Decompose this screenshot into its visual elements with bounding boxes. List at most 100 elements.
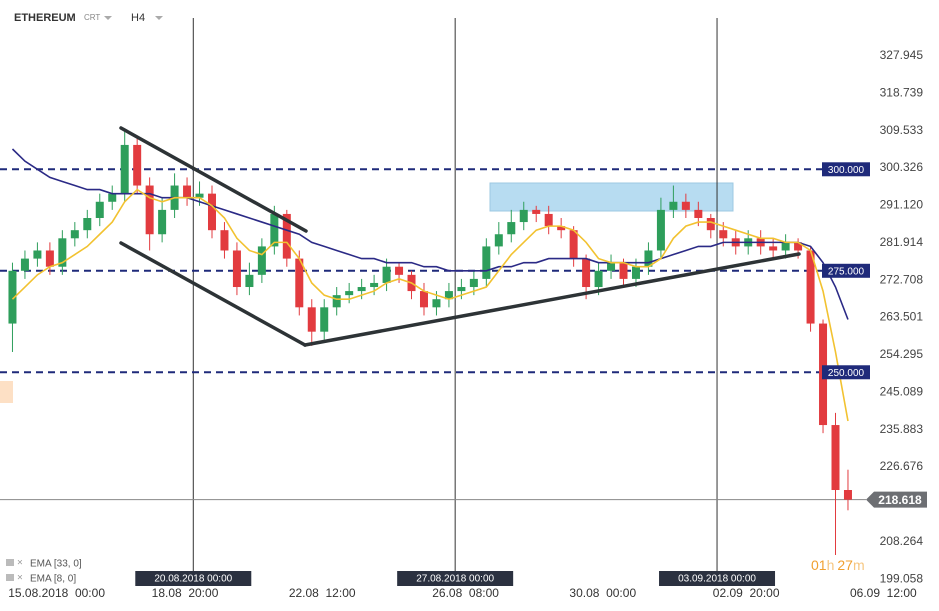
- candle-body: [158, 209, 167, 235]
- y-tick-label: 199.058: [880, 571, 924, 585]
- y-tick-label: 226.676: [880, 459, 924, 473]
- candle-body: [295, 258, 304, 308]
- candle-body: [843, 490, 852, 500]
- session-label-box: [659, 571, 776, 586]
- candle-body: [332, 295, 341, 308]
- candle-body: [33, 250, 42, 259]
- candle-body: [245, 274, 254, 288]
- channel-top: [119, 126, 308, 233]
- y-tick-label: 254.295: [880, 347, 924, 361]
- candle-body: [681, 201, 690, 210]
- candle-body: [45, 250, 54, 267]
- candle-body: [457, 287, 466, 292]
- timeframe[interactable]: H4: [131, 12, 145, 24]
- y-tick-label: 263.501: [880, 310, 924, 324]
- legend-close[interactable]: ×: [17, 573, 23, 584]
- highlight-zone: [489, 182, 734, 212]
- y-tick-label: 208.264: [880, 534, 924, 548]
- candle-body: [594, 270, 603, 288]
- x-tick-label: 02.09 20:00: [713, 586, 780, 600]
- candle-body: [719, 230, 728, 239]
- source[interactable]: CRT: [84, 13, 100, 22]
- symbol[interactable]: ETHEREUM: [14, 12, 76, 24]
- candle-body: [444, 291, 453, 300]
- candle-body: [83, 218, 92, 231]
- candle-body: [582, 258, 591, 288]
- candle-body: [382, 266, 391, 283]
- y-tick-label: 281.914: [880, 235, 924, 249]
- session-label: 27.08.2018 00:00: [416, 574, 494, 585]
- session-label: 03.09.2018 00:00: [678, 574, 756, 585]
- y-tick-label: 327.945: [880, 48, 924, 62]
- y-tick-label: 272.708: [880, 272, 924, 286]
- candle-body: [133, 144, 142, 186]
- dropdown-arrow[interactable]: [155, 16, 163, 20]
- y-tick-label: 318.739: [880, 85, 924, 99]
- candle-body: [706, 218, 715, 231]
- overlay: 327.945 318.739 309.533 300.326 291.120 281.9…: [8, 48, 927, 600]
- countdown-hours: 01: [811, 557, 827, 573]
- candle-body: [694, 209, 703, 219]
- session-label-box: [135, 571, 252, 586]
- candle-body: [419, 291, 428, 308]
- candle-body: [345, 291, 354, 296]
- last-price-box: [866, 491, 927, 508]
- candle-body: [395, 266, 404, 275]
- candle-body: [120, 144, 129, 194]
- y-tick-label: 245.089: [880, 384, 924, 398]
- candle-body: [769, 246, 778, 251]
- candle-body: [669, 201, 678, 210]
- candle-body: [207, 193, 216, 231]
- legend-close[interactable]: ×: [17, 558, 23, 569]
- level-label-box: [822, 365, 870, 380]
- candle-body: [794, 242, 803, 251]
- y-tick-label: 291.120: [880, 198, 924, 212]
- candle-body: [432, 299, 441, 308]
- candle-body: [370, 282, 379, 288]
- candle-body: [532, 209, 541, 214]
- x-tick-label: 15.08.2018 00:00: [8, 586, 105, 600]
- candle-body: [557, 226, 566, 231]
- ema-line: [11, 148, 849, 320]
- ema-line: [11, 188, 849, 422]
- candle-body: [257, 246, 266, 275]
- candle-body: [631, 266, 640, 279]
- candle-body: [95, 201, 104, 219]
- candle-body: [195, 193, 204, 198]
- level-label-box: [822, 162, 870, 177]
- level-label: 275.000: [828, 266, 865, 277]
- candle-body: [607, 262, 616, 271]
- legend-icon[interactable]: [6, 574, 14, 581]
- countdown: 01h 27m: [811, 557, 865, 573]
- candle-body: [270, 213, 279, 247]
- candle-body: [544, 213, 553, 227]
- trend-lines: [119, 126, 801, 347]
- candle-body: [482, 246, 491, 279]
- candle-body: [831, 425, 840, 491]
- candle-body: [357, 287, 366, 292]
- countdown-unit: m: [853, 557, 865, 573]
- candle-body: [806, 250, 815, 324]
- candle-body: [656, 209, 665, 251]
- candle-body: [320, 307, 329, 332]
- candle-body: [644, 250, 653, 267]
- candle-body: [619, 262, 628, 279]
- legend-icon[interactable]: [6, 559, 14, 566]
- dropdown-arrow[interactable]: [104, 16, 112, 20]
- candle-body: [494, 234, 503, 247]
- last-price-label: 218.618: [878, 493, 922, 507]
- legend-entry: EMA [8, 0]: [30, 574, 76, 585]
- candle-body: [220, 230, 229, 251]
- candle-body: [469, 278, 478, 288]
- level-label: 250.000: [828, 368, 865, 379]
- x-tick-label: 30.08 00:00: [569, 586, 636, 600]
- candle-body: [145, 185, 154, 235]
- candle-body: [519, 209, 528, 223]
- candle-body: [8, 270, 17, 324]
- x-tick-label: 18.08 20:00: [152, 586, 219, 600]
- candle-body: [108, 193, 117, 202]
- candle-body: [70, 230, 79, 239]
- candle-body: [781, 242, 790, 251]
- candle-body: [183, 185, 192, 198]
